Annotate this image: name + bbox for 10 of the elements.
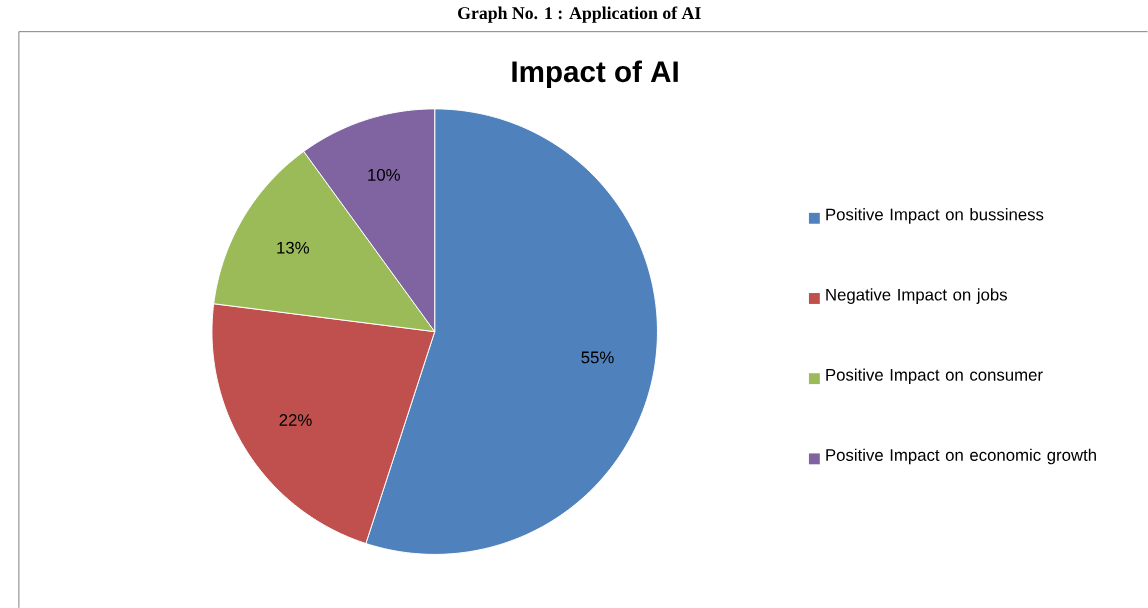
data-label: 13%: [277, 241, 309, 254]
legend-label: Positive Impact on bussiness: [826, 207, 1044, 224]
data-label: 55%: [581, 351, 614, 364]
data-label: 10%: [368, 168, 400, 181]
data-label: 22%: [279, 413, 312, 426]
text: Graph No. 1 : Application of AI: [458, 6, 701, 23]
legend-label: Positive Impact on economic growth: [826, 448, 1096, 465]
legend-label: Negative Impact on jobs: [826, 288, 1007, 304]
legend-label: Positive Impact on consumer: [826, 368, 1043, 384]
chart-title: Impact of AI: [512, 60, 678, 88]
